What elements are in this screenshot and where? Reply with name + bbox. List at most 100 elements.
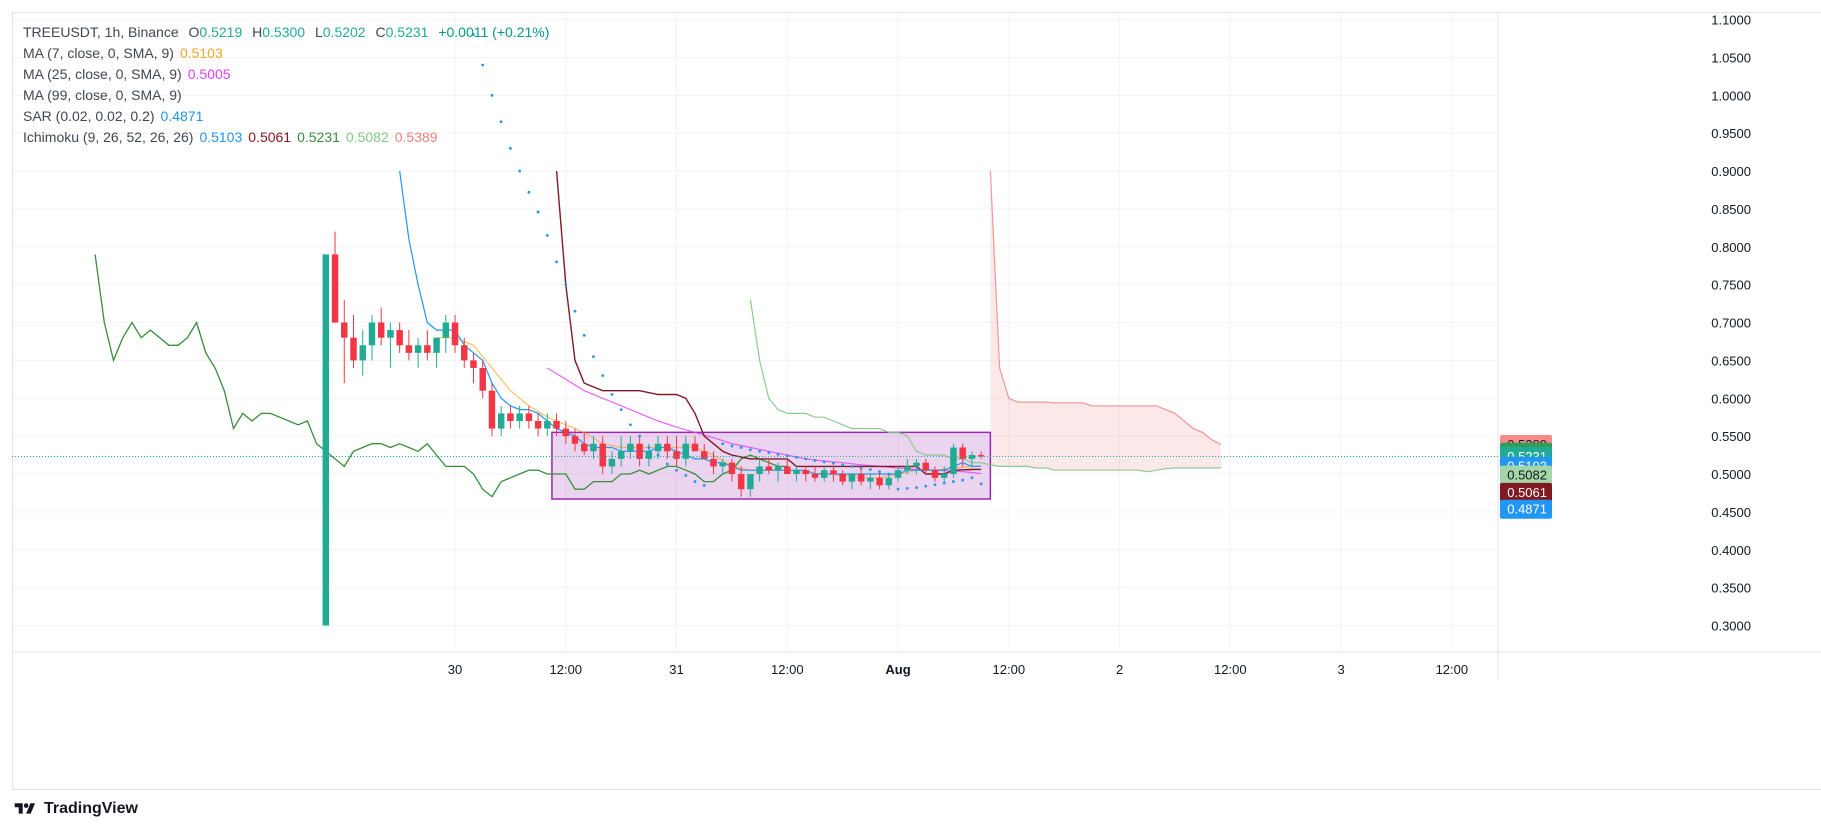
indicator-row[interactable]: SAR (0.02, 0.02, 0.2) 0.4871 xyxy=(23,106,555,127)
indicator-label: MA (99, close, 0, SMA, 9) xyxy=(23,87,182,103)
candle-body xyxy=(405,345,413,353)
ichimoku-chikou-line xyxy=(94,254,788,498)
sar-dot xyxy=(730,444,734,448)
candle-down xyxy=(525,405,533,429)
candle-body xyxy=(507,413,514,421)
candle-down xyxy=(737,466,745,497)
sar-dot xyxy=(499,120,503,124)
sar-dot xyxy=(490,93,494,97)
candle-body xyxy=(562,428,570,437)
candle-body xyxy=(830,470,837,475)
candle-down xyxy=(599,436,606,475)
open-value: 0.5219 xyxy=(199,24,243,40)
sar-dot xyxy=(841,463,845,467)
sar-dot xyxy=(518,169,522,173)
candle-body xyxy=(867,477,874,482)
sar-dot xyxy=(942,481,946,485)
candle-body xyxy=(857,474,865,482)
price-chart[interactable]: 1.1000 1.0500 1.0000 0.9500 0.9000 0.8500 0.80… xyxy=(0,0,1821,795)
candle-up xyxy=(368,314,376,361)
candle-up xyxy=(387,322,394,368)
ichimoku-span-b-line xyxy=(989,171,1222,446)
sar-dot xyxy=(822,460,826,464)
candle-up xyxy=(940,466,948,482)
candle-down xyxy=(977,451,985,459)
sar-dot xyxy=(905,487,909,490)
symbol-title[interactable]: TREEUSDT, 1h, Binance xyxy=(23,24,179,40)
candle-body xyxy=(516,413,523,421)
price-axis-label-bg xyxy=(1500,465,1552,485)
candle-body xyxy=(497,413,505,429)
price-axis-label: 0.4871 xyxy=(1500,499,1552,519)
candle-up xyxy=(433,337,440,368)
candle-body xyxy=(913,462,920,467)
indicator-value: 0.5103 xyxy=(199,129,243,145)
candle-body xyxy=(756,466,763,475)
candle-body xyxy=(839,474,846,482)
candle-down xyxy=(959,443,966,467)
candle-body xyxy=(470,360,477,368)
candle-up xyxy=(820,466,828,482)
candle-up xyxy=(867,474,874,490)
sar-dot xyxy=(979,482,983,486)
sar-dot xyxy=(527,190,531,194)
candle-body xyxy=(931,470,939,478)
candle-down xyxy=(701,443,708,459)
candle-up xyxy=(414,337,422,368)
candle-down xyxy=(553,413,560,437)
candle-body xyxy=(784,466,791,475)
candle-body xyxy=(691,443,699,452)
candle-down xyxy=(479,360,486,399)
indicator-row[interactable]: MA (99, close, 0, SMA, 9) xyxy=(23,85,555,106)
price-tick-label: 0.7000 xyxy=(1711,316,1751,331)
candle-body xyxy=(359,345,366,361)
candle-body xyxy=(765,466,773,471)
candle-down xyxy=(691,436,699,452)
candle-down xyxy=(876,470,883,490)
time-tick-label: 30 xyxy=(448,662,462,677)
tradingview-brand[interactable]: TradingView xyxy=(12,800,138,818)
price-axis-label-bg xyxy=(1500,482,1552,502)
candle-down xyxy=(802,466,809,482)
price-tick-label: 0.6500 xyxy=(1711,353,1751,368)
candle-body xyxy=(682,443,690,459)
candle-down xyxy=(571,428,579,452)
indicator-value: 0.5231 xyxy=(297,129,340,145)
price-tick-label: 1.1000 xyxy=(1711,13,1751,28)
sar-dot xyxy=(647,446,651,449)
candle-body xyxy=(525,413,533,421)
price-tick-label: 0.9500 xyxy=(1711,126,1751,141)
candle-up xyxy=(590,436,597,459)
price-axis-label-text: 0.5082 xyxy=(1507,468,1547,483)
price-tick-label: 0.8000 xyxy=(1711,240,1751,255)
candle-up xyxy=(497,405,505,437)
candle-body xyxy=(544,420,551,429)
candle-down xyxy=(784,458,791,475)
time-tick-label: 12:00 xyxy=(771,662,804,677)
indicator-row[interactable]: MA (25, close, 0, SMA, 9) 0.5005 xyxy=(23,64,555,85)
candle-body xyxy=(322,254,330,626)
price-tick-label: 1.0500 xyxy=(1711,50,1751,65)
sar-dot xyxy=(702,483,706,487)
sar-dot xyxy=(564,283,568,287)
time-tick-label: 3 xyxy=(1337,662,1344,677)
candle-up xyxy=(322,254,330,626)
candle-body xyxy=(959,447,966,459)
candle-body xyxy=(977,455,985,457)
candle-body xyxy=(885,477,893,486)
indicator-row[interactable]: Ichimoku (9, 26, 52, 26, 26) 0.5103 0.5061… xyxy=(23,127,555,148)
sar-dot xyxy=(739,446,743,449)
tradingview-logo-icon xyxy=(14,803,35,814)
candle-body xyxy=(608,458,616,467)
candle-down xyxy=(377,307,385,346)
indicator-label: MA (25, close, 0, SMA, 9) xyxy=(23,66,182,82)
sar-dot xyxy=(555,260,558,264)
sar-dot xyxy=(952,480,955,483)
candle-body xyxy=(747,474,754,490)
sar-dot xyxy=(878,470,882,474)
price-tick-label: 0.4000 xyxy=(1711,543,1751,558)
candle-body xyxy=(664,443,671,452)
candle-up xyxy=(682,436,690,467)
indicator-row[interactable]: MA (7, close, 0, SMA, 9) 0.5103 xyxy=(23,43,555,64)
candle-body xyxy=(617,451,625,459)
